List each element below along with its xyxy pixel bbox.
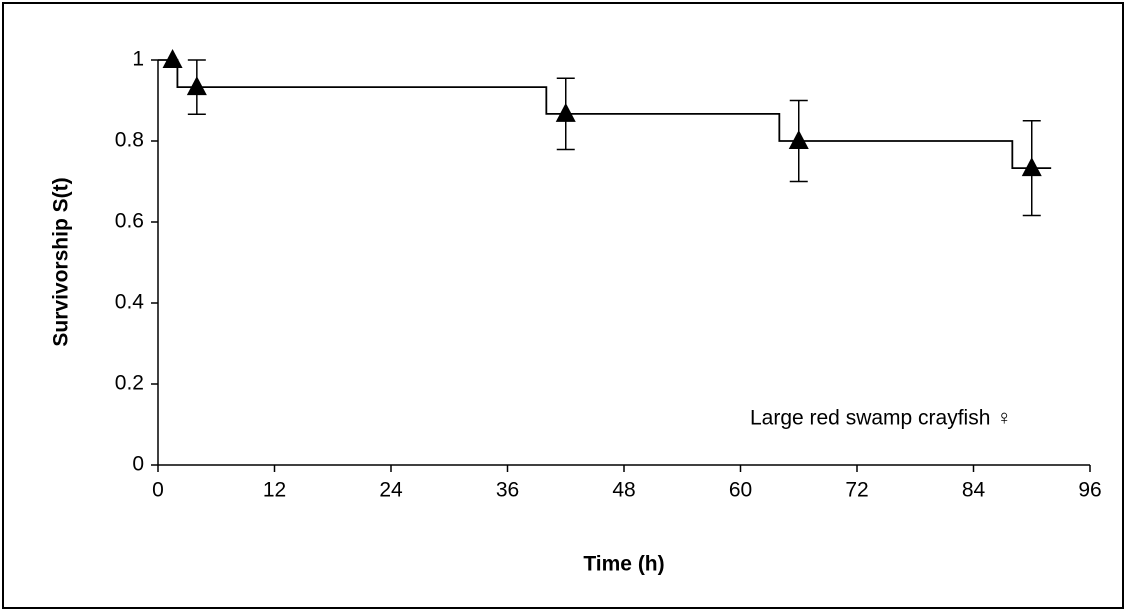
- x-tick-label: 72: [845, 479, 868, 502]
- y-tick-label: 0: [132, 453, 144, 476]
- marker: [788, 130, 809, 149]
- y-axis-title: Survivorship S(t): [50, 177, 73, 346]
- x-tick-label: 36: [496, 479, 519, 502]
- marker: [162, 49, 183, 68]
- y-tick-label: 0.8: [115, 129, 144, 152]
- x-tick-label: 12: [263, 479, 286, 502]
- x-tick-label: 96: [1078, 479, 1101, 502]
- marker: [186, 76, 207, 96]
- annotation: Large red swamp crayfish ♀: [750, 407, 1012, 430]
- marker: [555, 102, 576, 122]
- y-tick-label: 1: [132, 48, 144, 71]
- x-tick-label: 60: [729, 479, 752, 502]
- y-tick-label: 0.2: [115, 372, 144, 395]
- y-tick-label: 0.6: [115, 210, 144, 233]
- x-tick-label: 24: [379, 479, 403, 502]
- marker: [1021, 157, 1042, 177]
- x-axis-title: Time (h): [583, 553, 664, 576]
- x-tick-label: 48: [612, 479, 635, 502]
- y-tick-label: 0.4: [115, 291, 145, 314]
- x-tick-label: 0: [152, 479, 164, 502]
- survival-step-line: [158, 59, 1052, 170]
- x-tick-label: 84: [962, 479, 986, 502]
